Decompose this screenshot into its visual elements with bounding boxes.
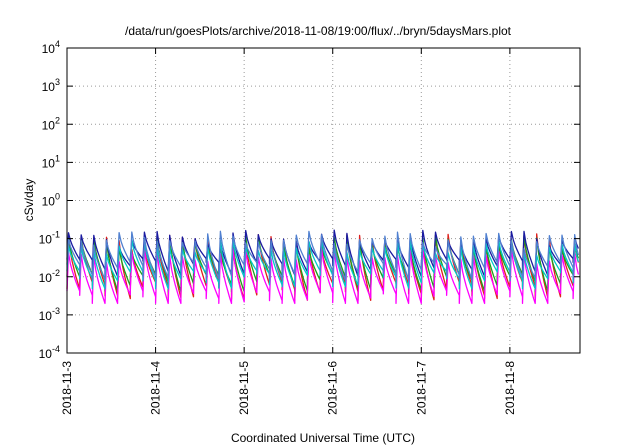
y-tick-base: 10 [39,271,53,285]
series-line-5 [66,239,580,290]
y-tick-label: 10-4 [39,344,60,361]
grid [67,47,580,354]
y-tick-exponent: 4 [55,39,60,49]
y-tick-exponent: 3 [55,77,60,87]
y-tick-base: 10 [42,195,56,209]
y-tick-exponent: -2 [52,268,60,278]
y-tick-label: 10-2 [39,268,60,285]
y-tick-base: 10 [39,233,53,247]
y-tick-label: 10-1 [39,230,60,247]
y-tick-exponent: -1 [52,230,60,240]
y-tick-base: 10 [42,80,56,94]
y-tick-label: 102 [42,115,60,132]
x-tick-label: 2018-11-7 [414,361,428,415]
y-tick-base: 10 [39,347,53,361]
y-tick-exponent: 2 [55,115,60,125]
x-tick-label: 2018-11-8 [503,361,517,415]
series-line-6 [66,230,580,282]
y-tick-label: 104 [42,39,60,56]
y-tick-base: 10 [42,118,56,132]
y-tick-label: 101 [42,153,60,170]
chart-title: /data/run/goesPlots/archive/2018-11-08/1… [125,24,512,38]
x-tick-group: 2018-11-3 2018-11-4 2018-11-5 2018-11-6 2018… [60,48,517,415]
y-tick-exponent: -3 [52,306,60,316]
x-tick-label: 2018-11-4 [149,361,163,415]
y-tick-label: 10-3 [39,306,60,323]
x-tick-label: 2018-11-3 [60,361,74,415]
y-tick-exponent: 1 [55,153,60,163]
y-tick-exponent: -4 [52,344,60,354]
y-axis-label: cSv/day [22,179,36,222]
y-tick-exponent: 0 [55,192,60,202]
y-tick-label: 103 [42,77,60,94]
y-tick-base: 10 [39,309,53,323]
series-group [66,229,580,305]
x-axis-label: Coordinated Universal Time (UTC) [231,431,415,445]
y-tick-base: 10 [42,42,56,56]
y-tick-label: 100 [42,192,60,209]
x-tick-label: 2018-11-5 [237,361,251,415]
x-tick-label: 2018-11-6 [326,361,340,415]
y-tick-base: 10 [42,156,56,170]
